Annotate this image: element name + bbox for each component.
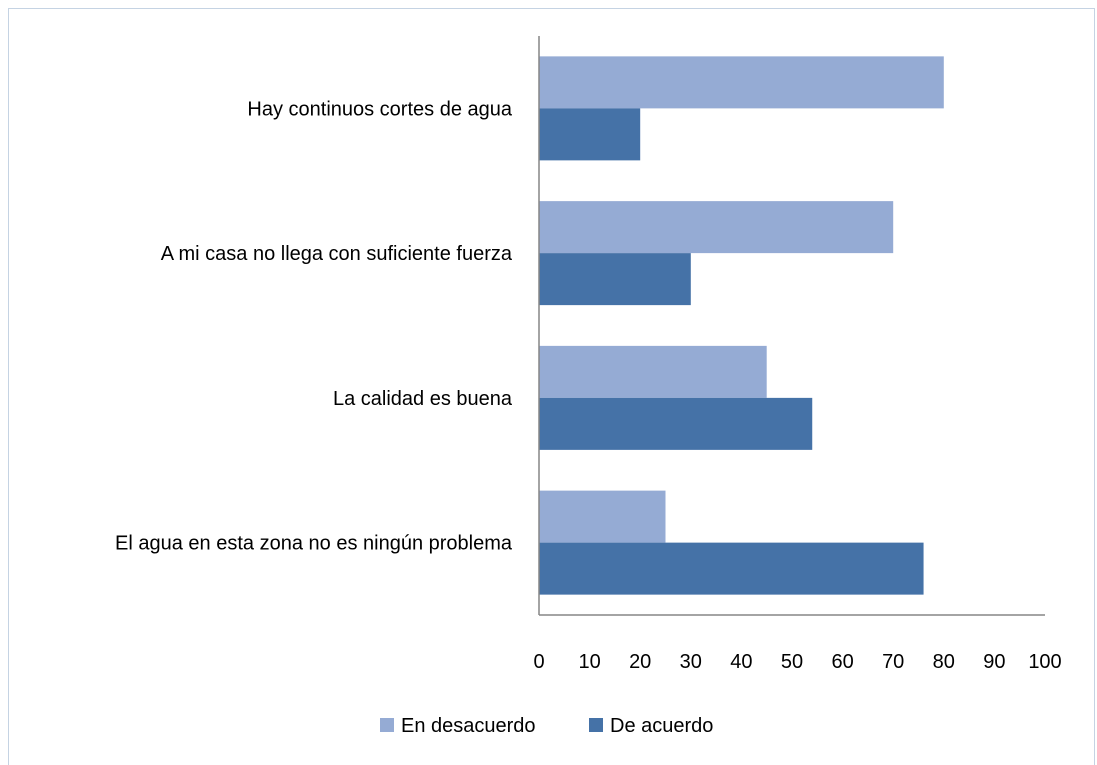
bar-en-desacuerdo-1 xyxy=(539,56,944,109)
legend-swatch-de-acuerdo xyxy=(589,718,603,732)
x-tick-label: 30 xyxy=(680,651,702,673)
category-labels: Hay continuos cortes de agua A mi casa no… xyxy=(115,98,513,554)
bars-layer xyxy=(539,56,944,595)
bar-en-desacuerdo-3 xyxy=(539,345,767,398)
category-label: El agua en esta zona no es ningún proble… xyxy=(115,533,513,555)
bar-de-acuerdo-2 xyxy=(539,253,691,306)
x-tick-label: 90 xyxy=(983,651,1005,673)
x-tick-label: 70 xyxy=(882,651,904,673)
bar-en-desacuerdo-2 xyxy=(539,201,894,254)
x-tick-label: 40 xyxy=(730,651,752,673)
legend-label-en-desacuerdo: En desacuerdo xyxy=(401,715,536,737)
bar-de-acuerdo-3 xyxy=(539,397,813,450)
x-tick-labels: 0 10 20 30 40 50 60 70 80 90 100 xyxy=(533,651,1061,673)
bar-de-acuerdo-4 xyxy=(539,542,924,595)
x-tick-label: 50 xyxy=(781,651,803,673)
x-tick-label: 0 xyxy=(533,651,544,673)
legend: En desacuerdo De acuerdo xyxy=(380,715,713,737)
x-tick-label: 60 xyxy=(831,651,853,673)
legend-label-de-acuerdo: De acuerdo xyxy=(610,715,713,737)
legend-swatch-en-desacuerdo xyxy=(380,718,394,732)
x-tick-label: 100 xyxy=(1028,651,1061,673)
x-tick-label: 80 xyxy=(933,651,955,673)
bar-de-acuerdo-1 xyxy=(539,108,641,161)
axes-layer xyxy=(538,36,1045,616)
category-label: La calidad es buena xyxy=(333,388,513,410)
category-label: Hay continuos cortes de agua xyxy=(247,98,512,120)
x-tick-label: 20 xyxy=(629,651,651,673)
x-tick-label: 10 xyxy=(578,651,600,673)
bar-en-desacuerdo-4 xyxy=(539,490,666,543)
category-label: A mi casa no llega con suficiente fuerza xyxy=(161,243,513,265)
